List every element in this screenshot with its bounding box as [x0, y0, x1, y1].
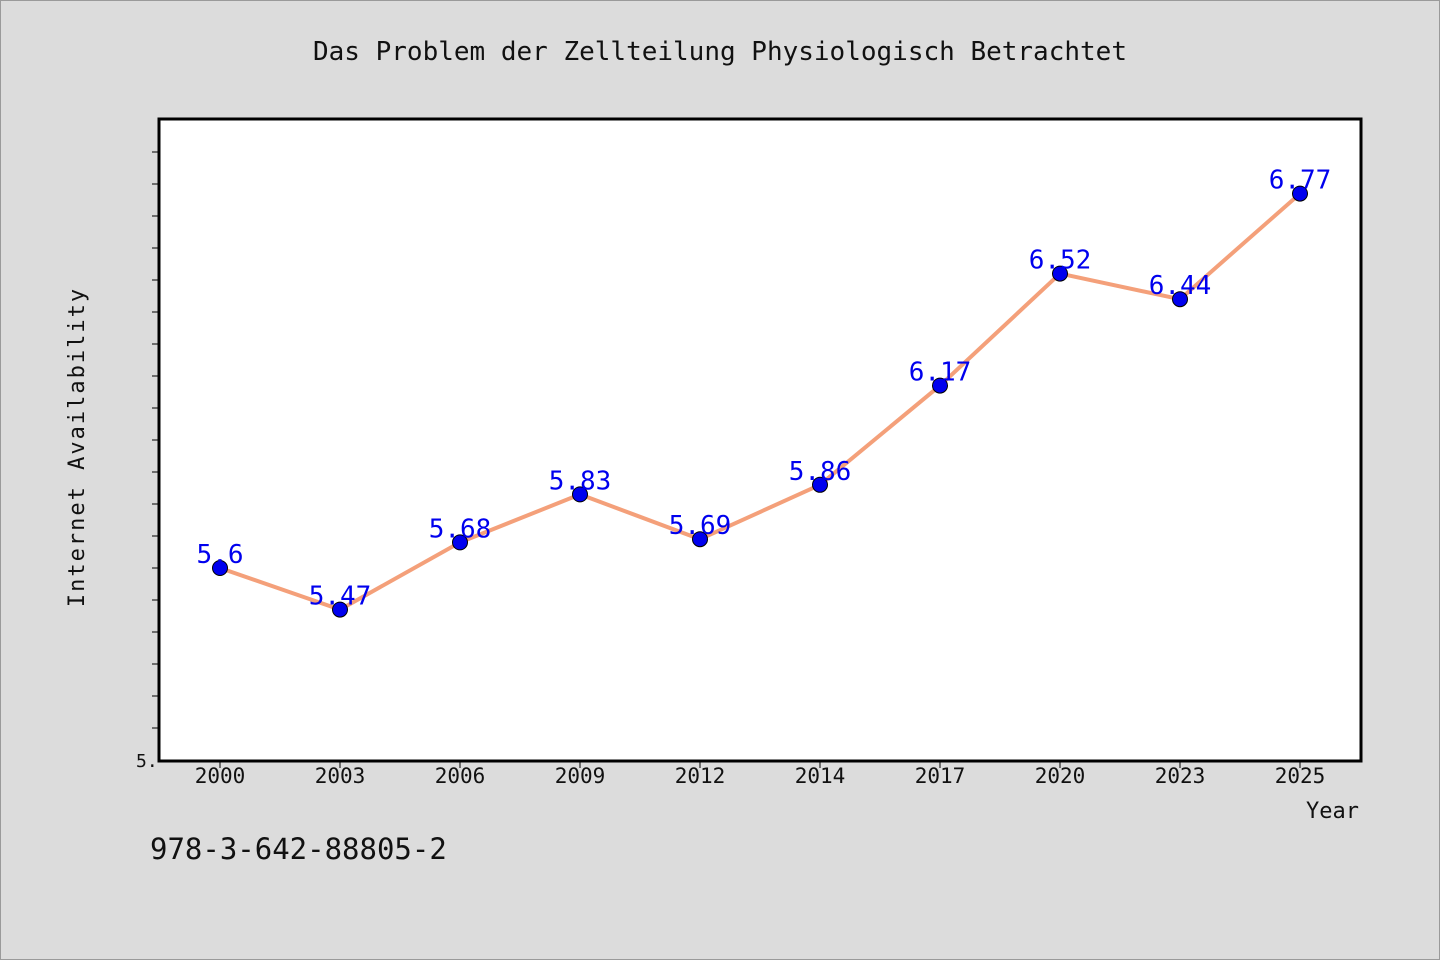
- data-label: 5.69: [669, 511, 732, 541]
- data-label: 5.47: [309, 582, 372, 612]
- x-tick-label: 2014: [795, 764, 846, 788]
- x-tick-label: 2000: [195, 764, 246, 788]
- x-tick-label: 2009: [555, 764, 606, 788]
- data-point: [572, 486, 588, 503]
- data-point: [1292, 185, 1308, 202]
- data-point: [1172, 291, 1188, 308]
- data-label: 5.83: [549, 466, 612, 496]
- x-tick-label: 2012: [675, 764, 726, 788]
- isbn-text: 978-3-642-88805-2: [150, 832, 447, 866]
- x-tick-label: 2025: [1275, 764, 1326, 788]
- data-label: 5.68: [429, 514, 492, 544]
- x-tick-label: 2017: [915, 764, 966, 788]
- y-axis-label: Internet Availability: [65, 287, 90, 607]
- x-tick-label: 2020: [1035, 764, 1086, 788]
- plot-area: [157, 117, 1363, 763]
- x-axis-ticks: 2000 2003 2006 2009 2012 2014 2017 2020 2023 2025: [195, 760, 1326, 788]
- series-markers: [212, 185, 1308, 618]
- y-axis-tick-label: 5.: [136, 751, 158, 772]
- data-label: 6.77: [1269, 166, 1332, 196]
- x-tick-label: 2003: [315, 764, 366, 788]
- series-line: [218, 191, 1302, 612]
- x-tick-label: 2006: [435, 764, 486, 788]
- data-label: 5.86: [789, 457, 852, 487]
- data-point: [812, 476, 828, 493]
- data-label: 6.17: [909, 358, 972, 388]
- y-axis-ticks: [152, 151, 160, 729]
- x-tick-label: 2023: [1155, 764, 1206, 788]
- x-axis-label: Year: [1306, 799, 1359, 824]
- data-label: 5.6: [197, 540, 244, 570]
- data-label: 6.44: [1149, 271, 1212, 301]
- data-point: [212, 560, 228, 576]
- data-point: [452, 534, 468, 551]
- data-label: 6.52: [1029, 246, 1092, 276]
- chart-title: Das Problem der Zellteilung Physiologisc…: [313, 37, 1127, 67]
- data-point: [692, 531, 708, 548]
- series-line-group: [218, 191, 1302, 612]
- data-point: [332, 601, 348, 618]
- data-labels: 5.6 5.47 5.68 5.83 5.69 5.86 6.17 6.52 6.44 6.77: [197, 166, 1332, 612]
- data-point: [932, 377, 948, 394]
- data-point: [1052, 265, 1068, 282]
